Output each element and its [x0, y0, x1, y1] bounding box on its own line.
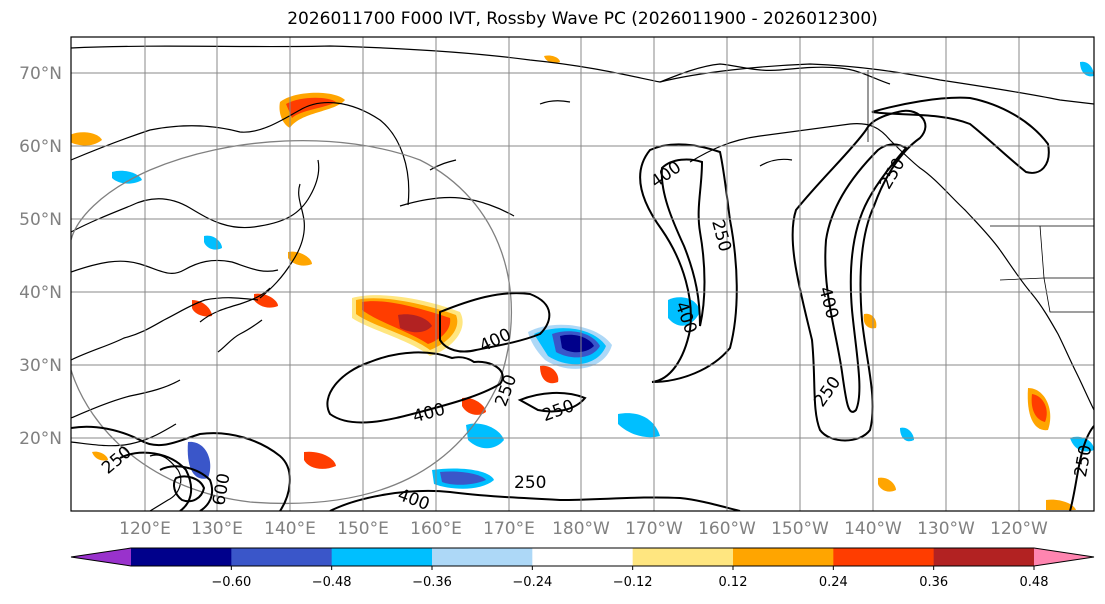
colorbar-extend-high [1034, 548, 1094, 566]
colorbar-tick-label: −0.36 [412, 575, 452, 590]
lat-label: 60°N [19, 137, 62, 157]
lon-label: 160°E [410, 519, 462, 539]
colorbar-segment [131, 548, 232, 566]
map-frame [70, 36, 1095, 512]
colorbar-segment [331, 548, 433, 566]
lon-label: 150°E [337, 519, 389, 539]
colorbar-segment [733, 548, 834, 566]
colorbar-segment [632, 548, 734, 566]
colorbar-segment [231, 548, 333, 566]
colorbar-tick-label: 0.36 [919, 575, 948, 590]
lon-label: 170°E [483, 519, 535, 539]
lon-label: 120°W [990, 519, 1048, 539]
political-boundaries [867, 70, 1094, 313]
lon-label: 140°E [264, 519, 316, 539]
lon-label: 150°W [771, 519, 829, 539]
colorbar-segment [833, 548, 935, 566]
colorbar-tick-label: 0.12 [719, 575, 748, 590]
ivt-contours [71, 96, 1094, 511]
lat-label: 50°N [19, 210, 62, 230]
colorbar-extend-low [71, 548, 131, 566]
lon-label: 170°W [625, 519, 683, 539]
colorbar-tick-label: −0.24 [512, 575, 552, 590]
colorbar-tick-label: 0.24 [819, 575, 848, 590]
colorbar-segment [532, 548, 634, 566]
lon-label: 140°W [844, 519, 902, 539]
contour-label: 250 [514, 473, 546, 493]
lat-label: 70°N [19, 64, 62, 84]
map-title: 2026011700 F000 IVT, Rossby Wave PC (202… [287, 9, 878, 29]
colorbar-tick-label: −0.48 [312, 575, 352, 590]
lat-label: 40°N [19, 283, 62, 303]
map-background [71, 37, 1094, 511]
lon-label: 130°W [917, 519, 975, 539]
colorbar-segment [933, 548, 1035, 566]
longitude-labels: 120°E 130°E 140°E 150°E 160°E 170°E 180°… [119, 519, 1048, 539]
coastlines [71, 45, 1094, 511]
anomaly-patches [71, 55, 1094, 510]
lon-label: 120°E [119, 519, 171, 539]
map-area: 400 250 400 250 400 250 400 250 250 400 … [71, 37, 1096, 511]
colorbar-tick-label: −0.60 [211, 575, 251, 590]
colorbar: −0.60 −0.48 −0.36 −0.24 −0.12 0.12 0.24 0.36 0.4… [70, 547, 1095, 590]
lat-label: 20°N [19, 429, 62, 449]
colorbar-tick-label: −0.12 [613, 575, 653, 590]
colorbar-outline [70, 547, 1095, 567]
latitude-labels: 70°N 60°N 50°N 40°N 30°N 20°N [19, 64, 62, 449]
colorbar-tick-label: 0.48 [1020, 575, 1049, 590]
lat-label: 30°N [19, 356, 62, 376]
lon-label: 180°W [552, 519, 610, 539]
lon-label: 130°E [191, 519, 243, 539]
colorbar-segment [432, 548, 533, 566]
lon-label: 160°W [698, 519, 756, 539]
graticule [71, 37, 1094, 511]
contour-label: 250 [1071, 443, 1096, 478]
